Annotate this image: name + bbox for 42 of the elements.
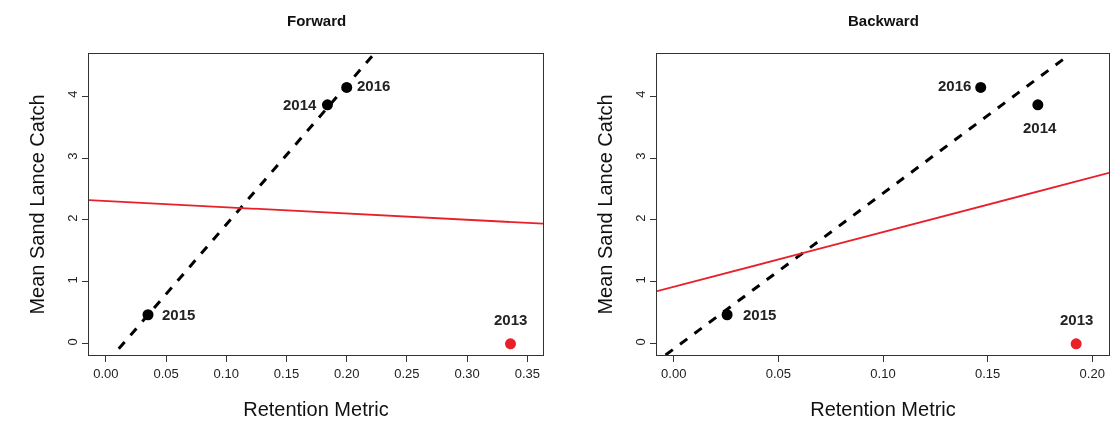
- x-axis-title: Retention Metric: [243, 398, 389, 421]
- x-tick-label: 0.35: [514, 365, 540, 381]
- y-tick-label: 2: [64, 214, 80, 222]
- annotation: 2013: [494, 311, 528, 328]
- x-tick-label: 0.05: [153, 365, 179, 381]
- point: [504, 338, 516, 350]
- x-tick-label: 0.15: [273, 365, 300, 381]
- x-axis-title: Retention Metric: [810, 398, 956, 421]
- annotation: 2014: [283, 96, 318, 113]
- x-tick-label: 0.10: [213, 365, 239, 381]
- y-tick-label: 0: [632, 338, 648, 346]
- y-tick-label: 4: [632, 90, 648, 98]
- y-axis-title: Mean Sand Lance Catch: [26, 94, 49, 315]
- point: [321, 99, 333, 111]
- point: [1070, 338, 1082, 350]
- y-tick-label: 3: [64, 152, 80, 160]
- x-tick-label: 0.30: [454, 365, 480, 381]
- point: [975, 81, 987, 93]
- annotation: 2016: [938, 77, 972, 94]
- y-tick-label: 4: [64, 90, 80, 98]
- annotation: 2016: [357, 77, 391, 94]
- y-axis-title: Mean Sand Lance Catch: [594, 94, 617, 315]
- point: [1032, 99, 1044, 111]
- chart-title: Forward: [287, 12, 347, 29]
- annotation: 2013: [1060, 311, 1094, 328]
- y-tick-label: 1: [632, 276, 648, 284]
- annotation: 2015: [743, 306, 777, 323]
- y-tick-label: 2: [632, 214, 648, 222]
- x-tick-label: 0.20: [1079, 365, 1105, 381]
- x-tick-label: 0.25: [394, 365, 420, 381]
- x-tick-label: 0.00: [93, 365, 119, 381]
- x-tick-label: 0.15: [974, 365, 1001, 381]
- annotation: 2015: [162, 306, 196, 323]
- chart-title: Backward: [848, 12, 919, 29]
- y-tick-label: 0: [64, 338, 80, 346]
- y-tick-label: 1: [64, 276, 80, 284]
- y-tick-label: 3: [632, 152, 648, 160]
- x-tick-label: 0.05: [765, 365, 792, 381]
- annotation: 2014: [1023, 119, 1058, 136]
- x-tick-label: 0.00: [661, 365, 687, 381]
- x-tick-label: 0.10: [870, 365, 896, 381]
- x-tick-label: 0.20: [334, 365, 360, 381]
